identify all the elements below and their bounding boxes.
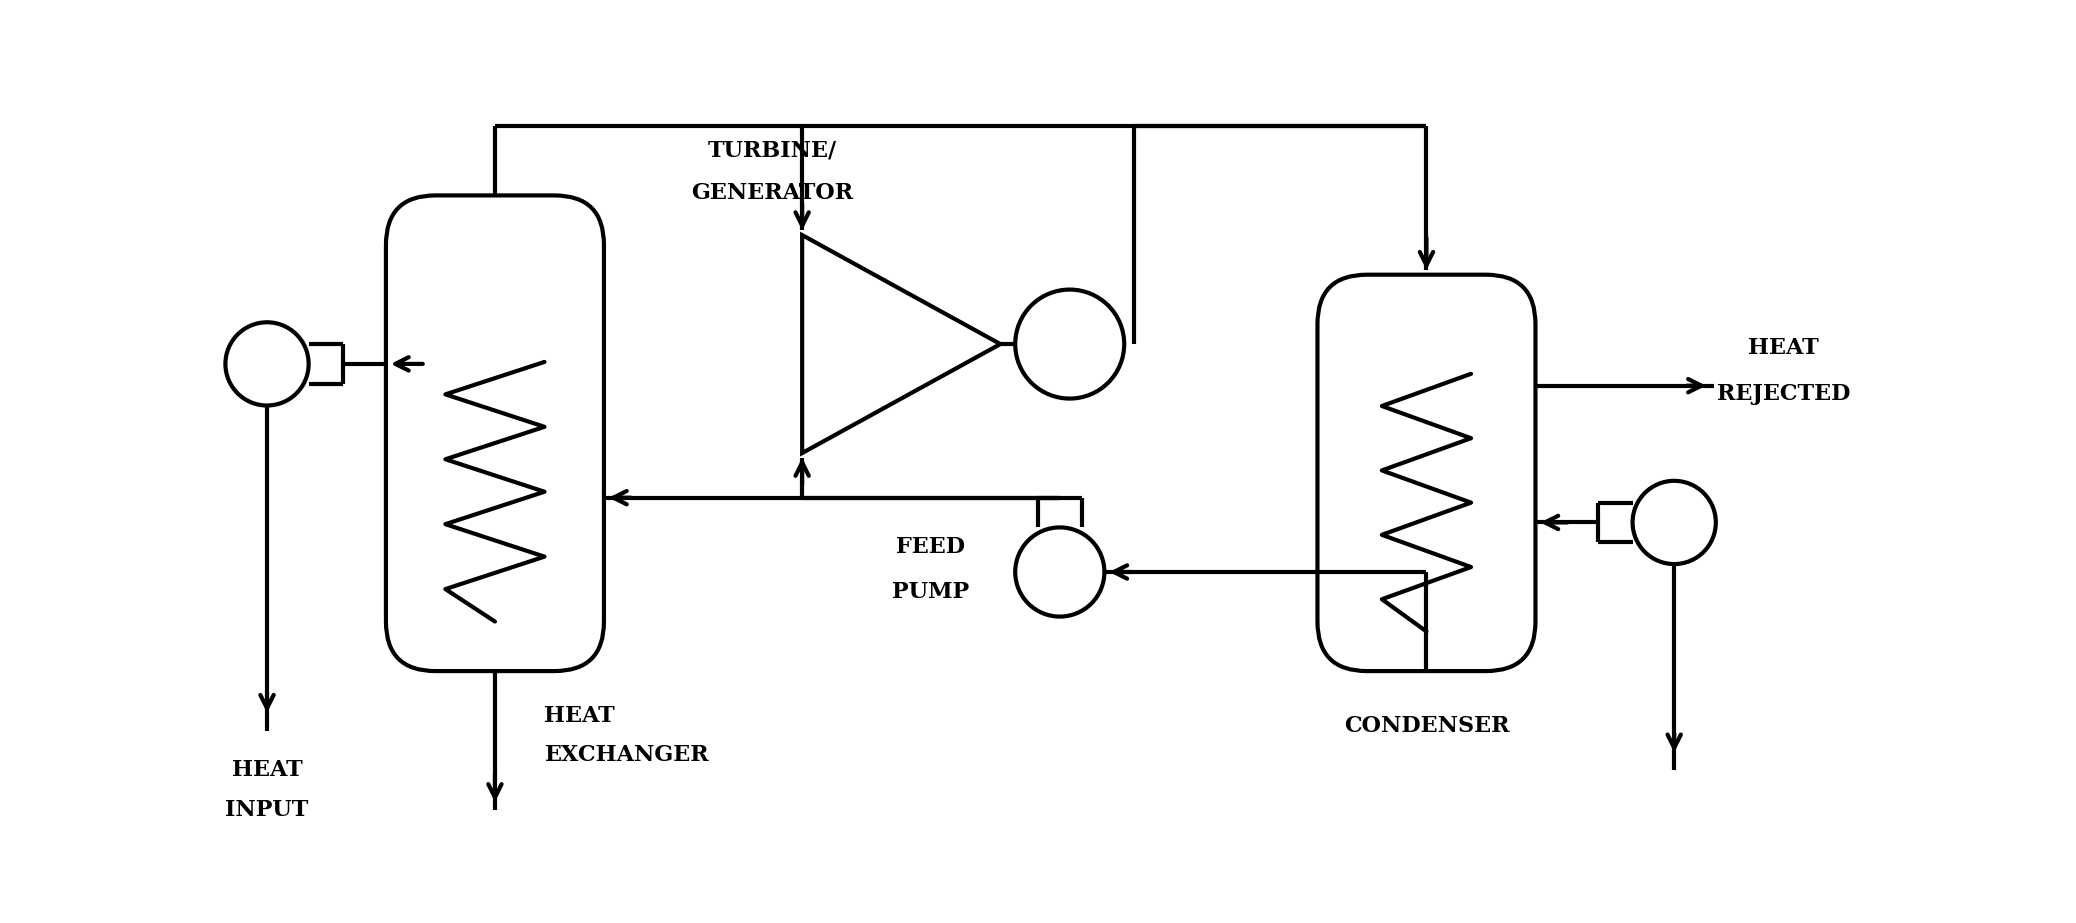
Text: INPUT: INPUT <box>226 798 309 821</box>
Polygon shape <box>801 235 1001 453</box>
Text: EXCHANGER: EXCHANGER <box>544 744 710 766</box>
Circle shape <box>1632 481 1717 564</box>
Text: GENERATOR: GENERATOR <box>691 183 853 204</box>
FancyBboxPatch shape <box>1318 275 1536 671</box>
Text: CONDENSER: CONDENSER <box>1343 714 1509 737</box>
Circle shape <box>1015 527 1104 617</box>
Text: HEAT: HEAT <box>1748 337 1819 359</box>
Circle shape <box>1015 290 1125 399</box>
Text: PUMP: PUMP <box>893 581 969 603</box>
FancyBboxPatch shape <box>386 196 604 671</box>
Text: HEAT: HEAT <box>233 760 303 781</box>
Text: TURBINE/: TURBINE/ <box>708 139 837 162</box>
Text: REJECTED: REJECTED <box>1717 383 1850 404</box>
Text: FEED: FEED <box>897 536 965 558</box>
Text: HEAT: HEAT <box>544 704 614 726</box>
Circle shape <box>226 322 309 405</box>
